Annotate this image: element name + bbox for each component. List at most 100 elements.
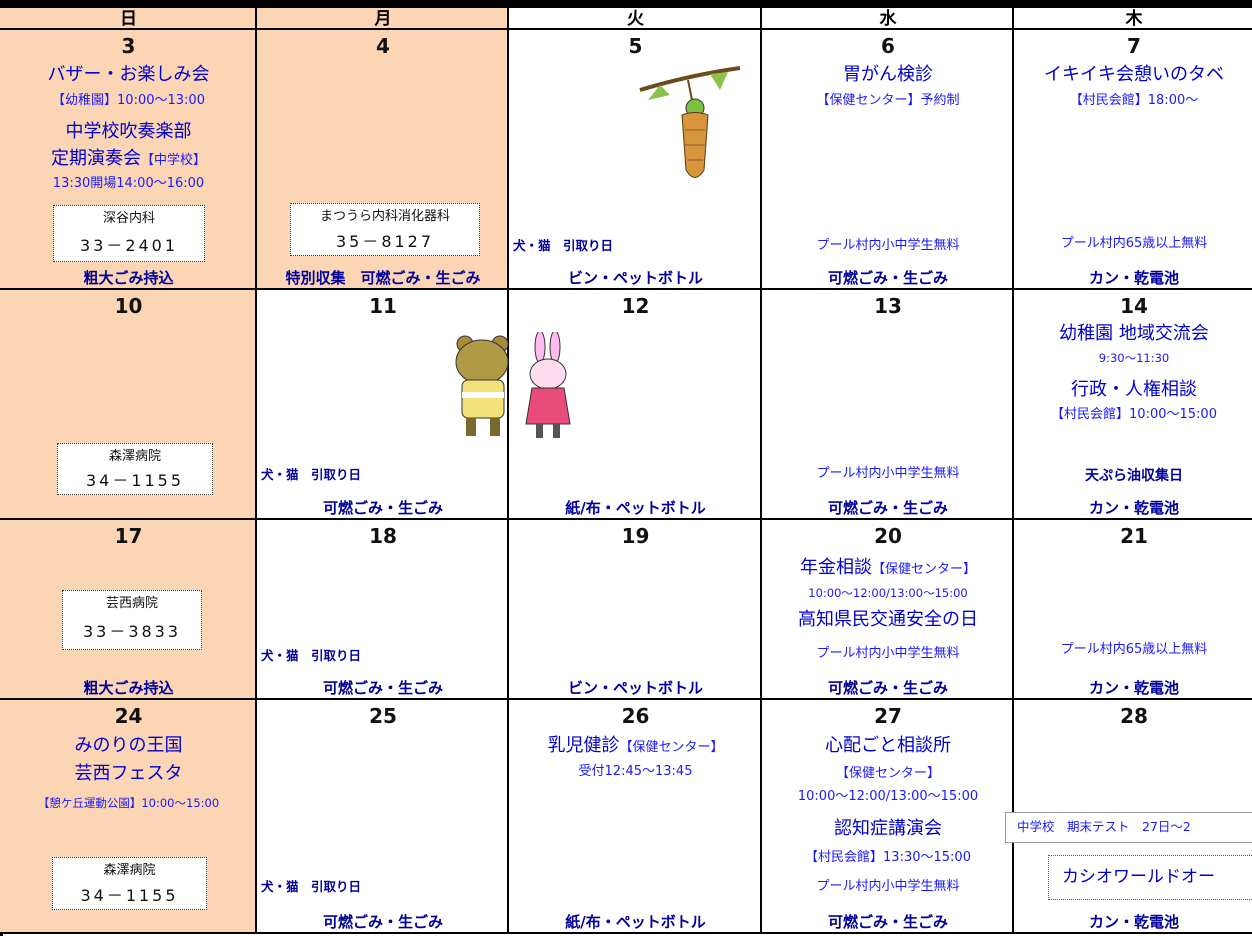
event-line: 中学校吹奏楽部 — [65, 121, 192, 142]
collection-label: 紙/布・ペットボトル — [565, 913, 706, 931]
day-cell — [509, 700, 762, 934]
day-cell — [257, 520, 509, 700]
event-line: 幼稚園 地域交流会 — [1059, 323, 1209, 344]
event-line: 認知症講演会 — [834, 818, 942, 839]
day-number: 27 — [874, 704, 902, 728]
event-place: 【中学校】 — [140, 153, 206, 168]
notice-text: 中学校 期末テスト 27日～2 — [1017, 819, 1191, 834]
event-line: 13:30開場14:00～16:00 — [52, 176, 205, 191]
event-line: 【村民会館】18:00～ — [1069, 93, 1199, 108]
event-line: プール村内65歳以上無料 — [1060, 236, 1208, 251]
event-line: 年金相談【保健センター】 — [762, 556, 1014, 580]
bear-rabbit-illustration — [455, 332, 571, 438]
weekday: 火 — [627, 9, 644, 29]
event-line: 犬・猫 引取り日 — [261, 879, 362, 894]
day-cell — [509, 520, 762, 700]
day-cell — [762, 290, 1014, 520]
event-line: 芸西フェスタ — [74, 763, 183, 784]
clinic-phone: 33－2401 — [79, 235, 179, 255]
day-number: 4 — [376, 34, 390, 58]
day-number: 28 — [1120, 704, 1148, 728]
collection-label: 可燃ごみ・生ごみ — [827, 269, 948, 287]
clinic-box — [290, 203, 480, 256]
event-line: プール村内小中学生無料 — [816, 466, 960, 481]
event-line: 【保健センター】 — [835, 766, 940, 781]
day-number: 3 — [121, 34, 136, 58]
day-number: 18 — [369, 524, 397, 548]
top-band — [0, 0, 1252, 8]
day-cell — [1014, 700, 1252, 934]
header-cell — [257, 8, 509, 30]
event-title: 乳児健診 — [547, 735, 620, 756]
collection-label: 可燃ごみ・生ごみ — [322, 679, 443, 697]
weekday: 日 — [120, 9, 137, 29]
notice-box — [1005, 811, 1252, 843]
collection-label: 可燃ごみ・生ごみ — [827, 499, 948, 517]
clinic-box — [57, 443, 213, 495]
day-cell — [509, 290, 762, 520]
day-number: 17 — [114, 524, 143, 548]
event-line: 乳児健診【保健センター】 — [509, 734, 762, 758]
event-line: 天ぷら油収集日 — [1085, 468, 1183, 484]
day-cell — [257, 700, 509, 934]
event-line: 【村民会館】10:00～15:00 — [1051, 407, 1217, 422]
collection-label: カン・乾電池 — [1088, 679, 1179, 697]
event-title: 年金相談 — [799, 557, 872, 578]
weekday: 水 — [879, 9, 897, 29]
day-number: 20 — [874, 524, 902, 548]
clinic-box — [53, 205, 205, 262]
event-line: プール村内小中学生無料 — [816, 879, 960, 894]
day-number: 21 — [1120, 524, 1148, 548]
day-number: 13 — [874, 294, 902, 318]
collection-label: 可燃ごみ・生ごみ — [322, 913, 443, 931]
collection-label: 可燃ごみ・生ごみ — [827, 679, 948, 697]
clinic-name: まつうら内科消化器科 — [319, 209, 450, 224]
day-cell — [1014, 30, 1252, 290]
collection-label: 粗大ごみ持込 — [83, 679, 174, 697]
clinic-phone: 34－1155 — [85, 471, 185, 490]
day-cell — [1014, 290, 1252, 520]
notice-text: カシオワールドオー — [1062, 867, 1215, 887]
event-line: 犬・猫 引取り日 — [513, 238, 614, 253]
event-line: 9:30～11:30 — [1098, 351, 1170, 365]
day-cell — [1014, 520, 1252, 700]
event-line: プール村内小中学生無料 — [816, 238, 960, 253]
event-line: 受付12:45～13:45 — [578, 764, 693, 779]
event-line: 犬・猫 引取り日 — [261, 648, 362, 663]
event-line: 行政・人権相談 — [1071, 379, 1197, 400]
event-line: 10:00～12:00/13:00～15:00 — [808, 586, 968, 600]
collection-label: 特別収集 可燃ごみ・生ごみ — [285, 269, 481, 287]
day-number: 25 — [369, 704, 397, 728]
day-number: 19 — [621, 524, 650, 548]
day-number: 24 — [114, 704, 143, 728]
event-line: 犬・猫 引取り日 — [261, 467, 362, 482]
day-cell — [509, 30, 762, 290]
day-number: 7 — [1127, 34, 1141, 58]
day-number: 10 — [114, 294, 143, 318]
header-cell — [0, 8, 257, 30]
event-line: 【幼稚園】10:00～13:00 — [52, 93, 205, 108]
event-line: 【保健センター】予約制 — [816, 93, 960, 108]
event-line: 【憩ケ丘運動公園】10:00～15:00 — [37, 796, 220, 810]
event-line: 高知県民交通安全の日 — [798, 609, 978, 630]
collection-label: ビン・ペットボトル — [567, 679, 703, 697]
clinic-name: 芸西病院 — [105, 596, 158, 611]
header-cell — [1014, 8, 1252, 30]
header-cell — [762, 8, 1014, 30]
event-line: 胃がん検診 — [843, 64, 933, 85]
day-cell — [762, 30, 1014, 290]
collection-label: カン・乾電池 — [1088, 499, 1179, 517]
day-number: 6 — [881, 34, 895, 58]
clinic-box — [62, 590, 202, 650]
clinic-phone: 34－1155 — [80, 885, 179, 905]
event-place: 【保健センター】 — [619, 740, 724, 755]
event-line: バザー・お楽しみ会 — [47, 64, 210, 85]
acorn-illustration — [639, 66, 741, 178]
clinic-phone: 35－8127 — [335, 231, 435, 251]
event-line: 10:00～12:00/13:00～15:00 — [797, 789, 979, 804]
event-line: プール村内小中学生無料 — [816, 646, 960, 661]
event-line: イキイキ会憩いのタベ — [1044, 64, 1224, 85]
collection-label: カン・乾電池 — [1088, 913, 1179, 931]
clinic-phone: 33－3833 — [82, 622, 182, 641]
